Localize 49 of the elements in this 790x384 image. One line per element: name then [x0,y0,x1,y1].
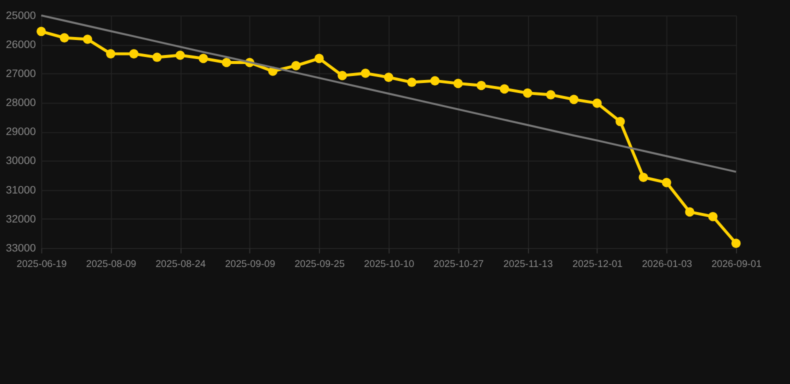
point [82,34,92,44]
x-tick-label: 2026-09-01 [711,259,762,270]
point [685,207,694,217]
point [36,26,46,36]
point [106,49,116,58]
x-tick-label: 2025-09-09 [225,259,276,270]
point [360,68,370,78]
point [314,54,324,64]
point [476,80,486,90]
x-tick-label: 2026-01-03 [642,259,693,270]
y-tick-label: 31000 [6,184,36,196]
point [522,88,532,98]
x-tick-label: 2025-10-27 [434,259,484,270]
y-tick-label: 28000 [6,97,36,110]
point [569,94,579,104]
point [291,61,301,70]
point [592,98,602,108]
y-tick-label: 33000 [6,242,36,254]
x-tick-label: 2025-11-13 [503,259,554,270]
point [616,116,625,126]
x-tick-label: 2025-08-09 [86,259,136,270]
point [546,90,556,100]
y-tick-label: 29000 [6,126,36,138]
y-tick-label: 25000 [6,10,36,22]
x-tick-label: 2025-10-10 [364,259,415,270]
point [129,49,139,58]
point [430,76,440,86]
x-tick-label: 2025-12-01 [572,259,623,270]
point [708,212,718,222]
point [176,50,185,60]
x-tick-label: 2025-06-19 [16,259,67,270]
y-tick-label: 26000 [6,38,36,51]
point [60,33,70,42]
y-tick-label: 30000 [6,155,36,168]
point [407,78,416,87]
point [453,78,463,88]
x-tick-label: 2025-09-25 [294,259,346,270]
x-tick-label: 2025-08-24 [156,259,206,270]
point [222,58,232,68]
y-tick-label: 32000 [6,213,36,226]
point [338,70,347,80]
point [198,54,208,64]
point [500,84,510,94]
point [384,72,394,82]
point [662,178,672,188]
point [731,238,741,248]
y-tick-label: 27000 [6,68,36,80]
point [152,52,162,62]
point [638,172,648,182]
